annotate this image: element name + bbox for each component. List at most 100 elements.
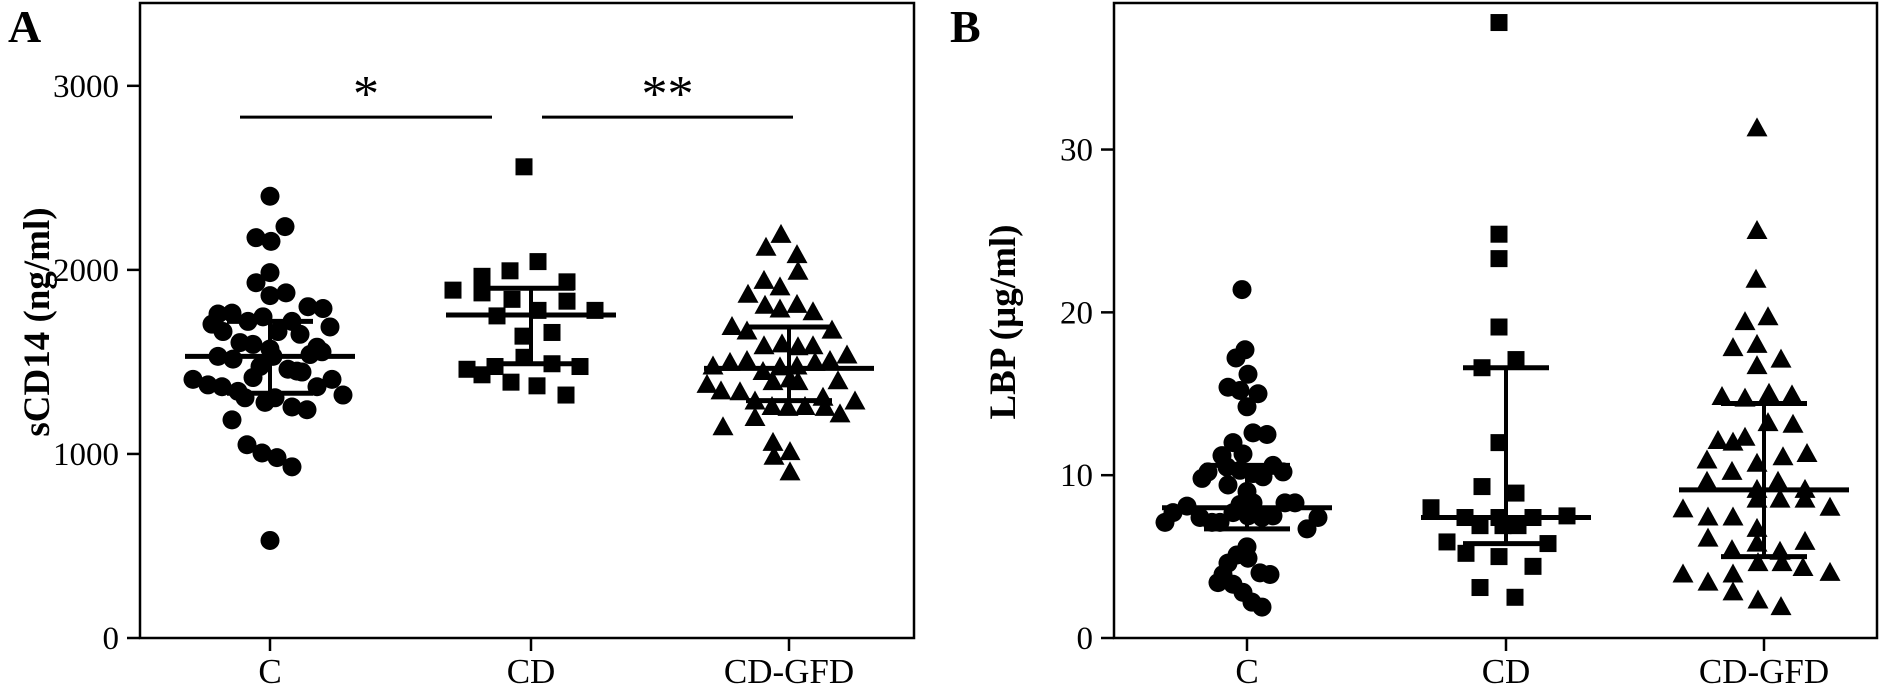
data-point-c [1237, 397, 1257, 417]
data-point-cd-gfd [1769, 488, 1791, 508]
panel-B-category-label: C [1235, 652, 1258, 688]
data-point-cd-gfd [1734, 311, 1756, 331]
panel-A-category-label: CD [507, 652, 556, 688]
data-point-cd-gfd [761, 396, 783, 416]
data-point-c [246, 273, 266, 293]
data-point-cd-gfd [829, 403, 851, 423]
data-point-c [282, 457, 302, 477]
data-point-c [1230, 381, 1250, 401]
data-point-c [260, 530, 280, 550]
data-point-cd [514, 327, 532, 345]
data-point-cd-gfd [1792, 556, 1814, 576]
data-point-cd-gfd [1722, 337, 1744, 357]
data-point-cd [1471, 579, 1489, 597]
data-point-c [1233, 444, 1253, 464]
data-point-cd-gfd [1722, 581, 1744, 601]
data-point-c [252, 443, 272, 463]
data-point-c [320, 317, 340, 337]
data-point-c [1257, 424, 1277, 444]
data-point-c [276, 283, 296, 303]
data-point-cd-gfd [1697, 571, 1719, 591]
data-point-c [198, 375, 218, 395]
data-point-c [1235, 340, 1255, 360]
data-point-cd [1422, 499, 1440, 517]
data-point-c [275, 217, 295, 237]
data-point-cd-gfd [1746, 117, 1768, 137]
data-point-cd [473, 284, 491, 302]
data-point-cd [543, 323, 561, 341]
data-point-cd-gfd [753, 269, 775, 289]
data-point-c [282, 397, 302, 417]
data-point-cd-gfd [769, 276, 791, 296]
data-point-c [1192, 468, 1212, 488]
data-point-c [222, 303, 242, 323]
data-point-cd-gfd [754, 294, 776, 314]
data-point-c [290, 324, 310, 344]
data-point-cd-gfd [787, 336, 809, 356]
data-point-c [260, 263, 280, 283]
data-point-cd-gfd [1721, 460, 1743, 480]
data-point-cd-gfd [1722, 563, 1744, 583]
data-point-cd-gfd [762, 371, 784, 391]
panel-A-y-tick-label: 2000 [53, 253, 119, 289]
data-point-c [223, 349, 243, 369]
data-point-cd-gfd [1745, 268, 1767, 288]
data-point-cd-gfd [1734, 426, 1756, 446]
data-point-c [237, 435, 257, 455]
data-point-cd [1507, 484, 1525, 502]
data-point-cd [502, 373, 520, 391]
panel-b-letter: B [950, 1, 981, 52]
data-point-cd [1509, 517, 1527, 535]
data-point-cd [528, 377, 546, 395]
data-point-cd [501, 262, 519, 280]
data-point-c [1155, 512, 1175, 532]
data-point-c [1238, 364, 1258, 384]
data-point-cd-gfd [729, 381, 751, 401]
data-point-cd-gfd [802, 301, 824, 321]
data-point-cd-gfd [1697, 506, 1719, 526]
data-point-cd-gfd [1707, 429, 1729, 449]
panel-A-y-tick-label: 0 [103, 621, 120, 657]
data-point-cd [1438, 533, 1456, 551]
panel-B-y-tick-label: 10 [1060, 458, 1093, 494]
data-point-cd-gfd [712, 416, 734, 436]
data-point-cd-gfd [755, 236, 777, 256]
data-point-cd-gfd [763, 445, 785, 465]
panel-B-category-label: CD [1482, 652, 1531, 688]
data-point-c [1252, 597, 1272, 617]
data-point-cd-gfd [779, 441, 801, 461]
data-point-c [1232, 280, 1252, 300]
data-point-cd [444, 281, 462, 299]
panel-B-y-tick-label: 0 [1077, 621, 1094, 657]
data-point-c [1308, 508, 1328, 528]
data-point-cd [529, 253, 547, 271]
panel-A-category-label: CD-GFD [724, 652, 854, 688]
data-point-cd [557, 386, 575, 404]
data-point-cd-gfd [769, 298, 791, 318]
data-point-cd [1490, 225, 1508, 243]
data-point-cd [1471, 517, 1489, 535]
data-point-cd-gfd [1721, 539, 1743, 559]
data-point-cd-gfd [1711, 386, 1733, 406]
data-point-cd-gfd [1772, 446, 1794, 466]
data-point-cd [503, 290, 521, 308]
data-point-cd-gfd [1746, 333, 1768, 353]
data-point-c [246, 228, 266, 248]
data-point-cd-gfd [1819, 561, 1841, 581]
data-point-c [313, 299, 333, 319]
data-point-c [268, 322, 288, 342]
panel-a-y-axis-title: sCD14 (ng/ml) [17, 207, 58, 437]
data-point-cd-gfd [1722, 431, 1744, 451]
data-point-cd-gfd [770, 223, 792, 243]
data-point-cd-gfd [814, 396, 836, 416]
data-point-c [292, 362, 312, 382]
significance-stars: * [353, 66, 379, 123]
data-point-c [267, 448, 287, 468]
data-point-cd-gfd [1770, 596, 1792, 616]
data-point-cd-gfd [1782, 413, 1804, 433]
data-point-c [222, 410, 242, 430]
panel-B-y-tick-label: 20 [1060, 295, 1093, 331]
data-point-cd [473, 366, 491, 384]
significance-stars: ** [642, 66, 694, 123]
data-point-c [1260, 565, 1280, 584]
